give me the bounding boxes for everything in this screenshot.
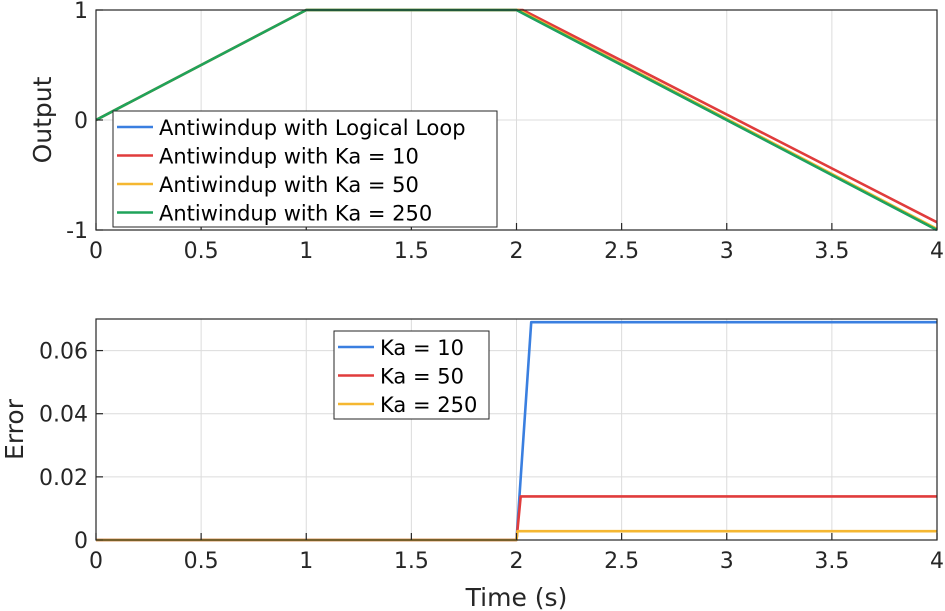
error-y-tick-label: 0.02 bbox=[39, 466, 88, 491]
error-x-tick-label: 3 bbox=[720, 549, 734, 574]
error-x-tick-label: 2 bbox=[510, 549, 524, 574]
output-x-tick-label: 0.5 bbox=[184, 239, 219, 264]
output-legend-label-4: Antiwindup with Ka = 250 bbox=[159, 202, 432, 226]
output-legend-label-2: Antiwindup with Ka = 10 bbox=[159, 145, 419, 169]
output-x-tick-label: 0 bbox=[89, 239, 103, 264]
output-legend-label-3: Antiwindup with Ka = 50 bbox=[159, 173, 419, 197]
output-plot: 0 0.5 1 1.5 2 2.5 3 3.5 4 -101 Output Antiwindup… bbox=[28, 0, 944, 264]
output-y-ticks: -1 0 1 bbox=[66, 0, 103, 244]
error-legend-label-2: Ka = 50 bbox=[380, 365, 464, 389]
output-x-tick-label: 2 bbox=[510, 239, 524, 264]
output-y-tick-label: -1 bbox=[66, 219, 88, 244]
output-x-tick-label: 2.5 bbox=[604, 239, 639, 264]
error-y-tick-label: 0 bbox=[74, 529, 88, 554]
error-x-tick-label: 4 bbox=[930, 549, 944, 574]
error-y-tick-label: 0.06 bbox=[39, 340, 88, 365]
error-legend-label-1: Ka = 10 bbox=[380, 336, 464, 360]
error-y-tick-label: 0.04 bbox=[39, 403, 88, 428]
error-plot: 0 0.5 1 1.5 2 2.5 3 3.5 4 0 0.02 0.04 0.06 Error Ti… bbox=[0, 318, 944, 611]
error-legend-label-3: Ka = 250 bbox=[380, 393, 477, 417]
error-y-axis-label: Error bbox=[0, 398, 29, 460]
output-x-tick-label: 3.5 bbox=[814, 239, 849, 264]
error-x-ticks: 0 0.5 1 1.5 2 2.5 3 3.5 4 bbox=[89, 533, 944, 574]
output-x-tick-label: 1 bbox=[299, 239, 313, 264]
error-grid bbox=[95, 319, 938, 541]
error-x-axis-label: Time (s) bbox=[465, 583, 568, 611]
error-x-tick-label: 0 bbox=[89, 549, 103, 574]
error-x-tick-label: 1.5 bbox=[394, 549, 429, 574]
output-x-tick-label: 3 bbox=[720, 239, 734, 264]
output-x-tick-label: 1.5 bbox=[394, 239, 429, 264]
error-x-tick-label: 0.5 bbox=[184, 549, 219, 574]
error-x-tick-label: 1 bbox=[299, 549, 313, 574]
error-y-ticks: 0 0.02 0.04 0.06 bbox=[39, 340, 103, 554]
error-x-tick-label: 3.5 bbox=[814, 549, 849, 574]
output-legend-box bbox=[112, 110, 498, 228]
output-y-tick-label: 1 bbox=[74, 0, 88, 24]
output-legend-label-1: Antiwindup with Logical Loop bbox=[159, 116, 466, 140]
error-legend: Ka = 10 Ka = 50 Ka = 250 bbox=[333, 330, 490, 420]
output-y-axis-label: Output bbox=[28, 76, 57, 163]
output-y-tick-label: 0 bbox=[74, 109, 88, 134]
output-x-ticks: 0 0.5 1 1.5 2 2.5 3 3.5 4 bbox=[89, 223, 944, 264]
error-x-tick-label: 2.5 bbox=[604, 549, 639, 574]
output-x-tick-label: 4 bbox=[930, 239, 944, 264]
output-legend: Antiwindup with Logical Loop Antiwindup w… bbox=[112, 110, 498, 228]
